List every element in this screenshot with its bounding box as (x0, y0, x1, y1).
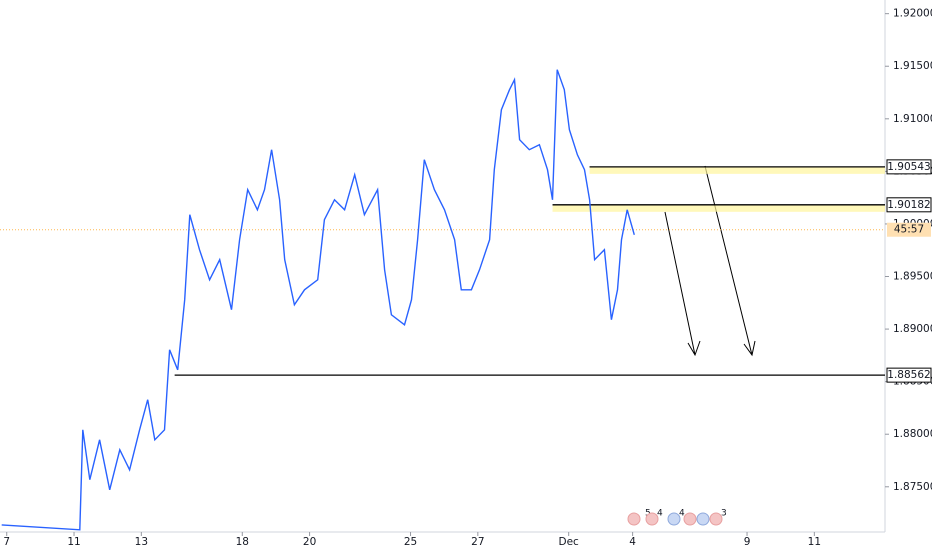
price-line (1, 69, 635, 531)
event-icon (696, 512, 710, 526)
countdown-label: 45:57 (894, 224, 924, 236)
event-count: 4 (657, 509, 663, 519)
y-tick-label: 1.92000 (893, 8, 932, 20)
x-tick-label: 11 (808, 536, 821, 548)
x-tick-label: 13 (135, 536, 148, 548)
x-tick-label: 18 (236, 536, 249, 548)
event-markers: 5 4 4 3 (627, 509, 727, 526)
x-tick-label: Dec (559, 536, 580, 548)
level-label-box (886, 159, 932, 175)
event-icon (709, 512, 723, 526)
x-tick-label: 9 (744, 536, 751, 548)
x-tick-label: 27 (471, 536, 484, 548)
countdown-box (887, 222, 931, 237)
event-icon (645, 512, 659, 526)
x-tick-label: 4 (629, 536, 636, 548)
y-tick-label: 1.89000 (893, 323, 932, 335)
x-tick-label: 11 (67, 536, 80, 548)
level-zone (552, 204, 885, 212)
level-label: 1.90543 (887, 161, 930, 173)
y-tick-label: 1.88000 (893, 428, 932, 440)
x-tick-label: 25 (404, 536, 417, 548)
y-tick-label: 1.91000 (893, 113, 932, 125)
event-count: 3 (721, 509, 727, 519)
y-tick-label: 1.91500 (893, 60, 932, 72)
event-count: 4 (679, 509, 685, 519)
x-tick-label: 20 (303, 536, 316, 548)
level-zone (589, 166, 885, 174)
y-tick-label: 1.89500 (893, 271, 932, 283)
arrows (664, 165, 756, 357)
level-label: 1.90182 (887, 199, 930, 211)
y-tick-label: 1.87500 (893, 481, 932, 493)
event-count: 5 (645, 509, 651, 519)
level-label-box (886, 367, 932, 383)
event-icon (683, 512, 697, 526)
event-icon (627, 512, 641, 526)
x-tick-label: 7 (3, 536, 10, 548)
event-icon (667, 512, 681, 526)
level-label-box (886, 197, 932, 213)
arrow (664, 211, 701, 357)
arrow (704, 165, 756, 357)
level-label: 1.88562 (887, 369, 930, 381)
